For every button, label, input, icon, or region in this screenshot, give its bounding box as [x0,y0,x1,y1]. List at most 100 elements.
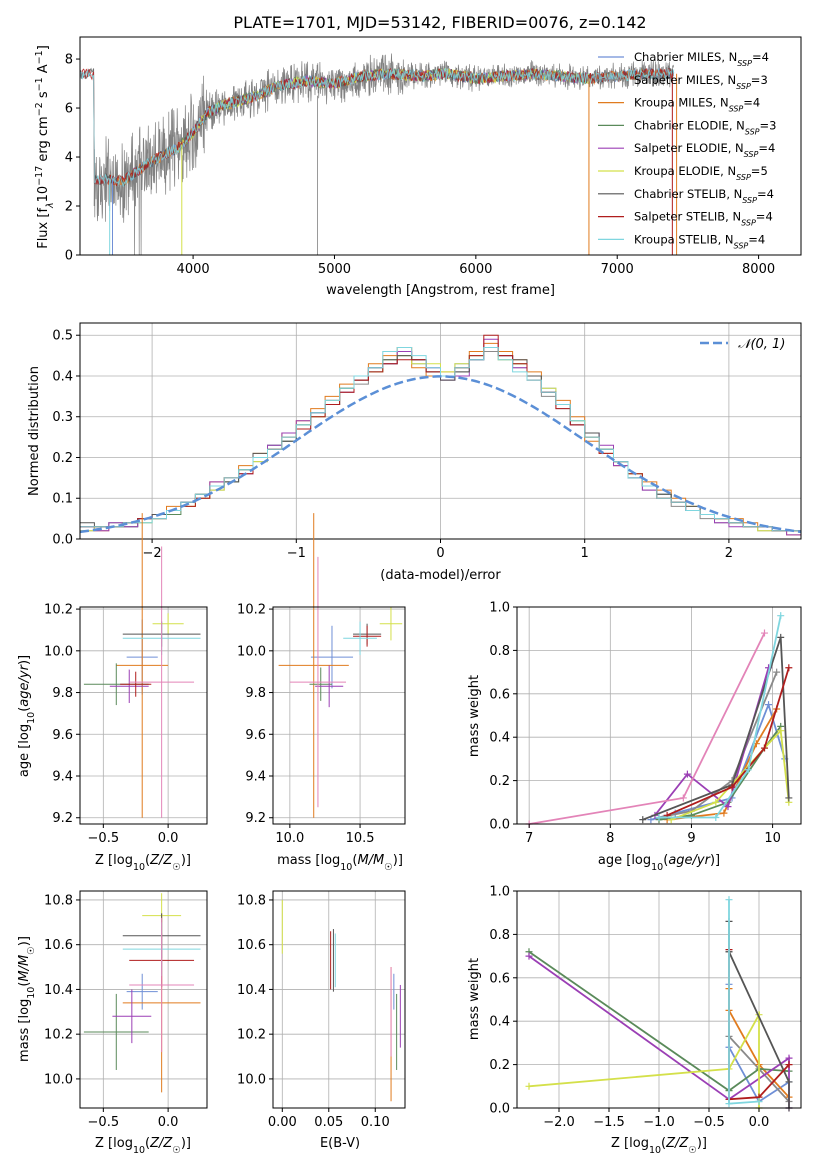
mass-z-ylabel-part: ( [17,982,32,987]
age-z-ylabel-part: ( [17,707,32,712]
weight-z-ylabel: mass weight [467,958,482,1040]
weight-age-xlabel-part: age [ [598,853,631,868]
mass-weight-marker [744,766,752,774]
mass-vs-metallicity-panel: −0.5 0.010.010.210.410.610.8Z [log10(Z/Z☉… [17,890,208,1156]
mass-weight-line [528,951,790,1092]
legend-eq: = [752,50,762,64]
spectrum-xtick-label: 8000 [742,262,775,277]
legend-series-name: Chabrier MILES [634,50,721,64]
p6-ytick-label: 10.4 [44,983,73,998]
weight-z-xlabel-part: log [629,1136,649,1151]
legend-n-value: 3 [769,118,776,132]
mass-weight-marker [725,1100,733,1108]
weight-z-xlabel-part: Z [ [611,1136,629,1151]
p7-ytick-label: 10.0 [237,1072,266,1087]
age-mass-xlabel: mass [log10(M/M☉)] [277,853,403,873]
age-z-ylabel-part: log [17,724,32,744]
mass-weight-marker [755,1097,763,1105]
weight-age-ylabel: mass weight [467,675,482,757]
legend-n-subscript: SSP [745,127,760,136]
legend-entry: Chabrier STELIB, NSSP=4 [634,187,774,205]
histogram-ylabel: Normed distribution [27,366,42,496]
age-z-xlabel-part: Z [ [95,853,113,868]
spectrum-ytick-label: 4 [65,151,73,166]
mass-weight-marker [655,813,663,821]
legend-entry: Chabrier ELODIE, NSSP=3 [634,118,776,136]
model-spectrum-line [80,67,675,187]
p6-ytick-label: 10.0 [44,1072,73,1087]
p6-ytick-label: 10.6 [44,938,73,953]
age-vs-mass-panel: 10.0 10.5 9.2 9.4 9.6 9.8 10.0 10.2 mass [log10(… [237,513,406,873]
spectrum-ylabel-part: −1 [34,50,45,64]
legend-n-subscript: SSP [734,241,749,250]
mass-weight-marker [712,813,720,821]
p6-frame [79,890,208,1109]
legend-series-name: Chabrier ELODIE [634,118,729,132]
mass-weight-marker [725,896,733,904]
weight-age-xlabel-part: age/yr [668,853,711,868]
legend-n-value: 4 [768,141,775,155]
weight-age-xlabel-part: log [631,853,651,868]
histogram-xtick-label: −1 [287,546,306,561]
legend-n-subscript: SSP [741,218,756,227]
age-mass-xlabel-part: mass [ [277,853,320,868]
mass-weight-marker [720,809,728,817]
legend-eq: = [760,118,770,132]
mass-weight-line [659,615,782,819]
legend-n-label: , N [721,50,737,64]
p5-ytick-label: 0.4 [489,731,510,746]
legend-entry: Salpeter ELODIE, NSSP=4 [634,141,775,159]
mass-z-ylabel-part: )] [17,936,32,946]
mass-weight-marker [785,1054,793,1062]
age-z-xlabel: Z [log10(Z/Z☉)] [95,853,191,873]
p5-xtick-label: 7 [525,831,533,846]
age-z-xlabel-part: ( [145,853,150,868]
spectrum-ylabel-part: −2 [34,102,45,116]
histogram-ytick-label: 0.1 [52,492,73,507]
legend-n-value: 4 [765,210,772,224]
model-spectrum-line [80,67,675,187]
mass-weight-marker [525,952,533,960]
age-z-xlabel-part: Z/Z [149,853,173,868]
histogram-legend: 𝒩(0, 1) [700,337,785,352]
legend-eq: = [751,164,761,178]
p4-xtick-label: 10.0 [275,831,304,846]
p8-ytick-label: 0.6 [489,971,510,986]
legend-n-value: 4 [758,232,765,246]
residual-histogram-panel: −2 −1 0 1 2 0.0 0.1 0.2 0.3 0.4 0.5 (data-model)/er… [27,322,802,583]
mass-vs-extinction-panel: 0.00 0.05 0.10 10.0 10.2 10.4 10.6 10.8 E(B-V) [237,890,406,1151]
legend-n-value: 4 [767,187,774,201]
p6-xtick-label: 0.0 [158,1115,179,1130]
age-z-xlabel-part: log [113,853,133,868]
p5-ytick-label: 0.8 [489,644,510,659]
spectrum-ylabel: Flux [fλ10−17 erg cm−2 s−1 A−1] [34,45,56,249]
mass-weight-line [529,632,766,825]
legend-n-subscript: SSP [736,81,751,90]
p6-ytick-label: 10.2 [44,1028,73,1043]
legend-n-label: , N [728,141,744,155]
weight-z-ylabel-part: mass weight [467,958,482,1040]
mass-z-ylabel-part: 10 [26,987,37,999]
p8-xtick-label: 0.0 [749,1115,770,1130]
normal-curve [79,375,802,534]
p3-ytick-label: 9.6 [52,728,73,743]
mass-z-xlabel-part: 10 [133,1145,145,1156]
legend-n-value: 5 [760,164,767,178]
mass-z-ylabel: mass [log10(M/M☉)] [17,936,37,1062]
figure-title: PLATE=1701, MJD=53142, FIBERID=0076, z=0… [233,13,646,32]
p4-ytick-label: 9.2 [245,811,266,826]
mass-z-ylabel-part: M/M [17,955,32,982]
spectrum-ylabel-part: −1 [34,77,45,91]
legend-series-name: Salpeter ELODIE [634,141,728,155]
histogram-xtick-label: 0 [436,546,444,561]
spectrum-frame [79,36,802,256]
mass-weight-marker [760,629,768,637]
p7-xtick-label: 0.00 [268,1115,297,1130]
p5-ytick-label: 1.0 [489,601,510,616]
age-z-ylabel-part: age [ [17,744,32,777]
histogram-xlabel: (data-model)/error [380,568,501,583]
histogram-ytick-label: 0.4 [52,369,73,384]
mass-weight-marker [683,770,691,778]
